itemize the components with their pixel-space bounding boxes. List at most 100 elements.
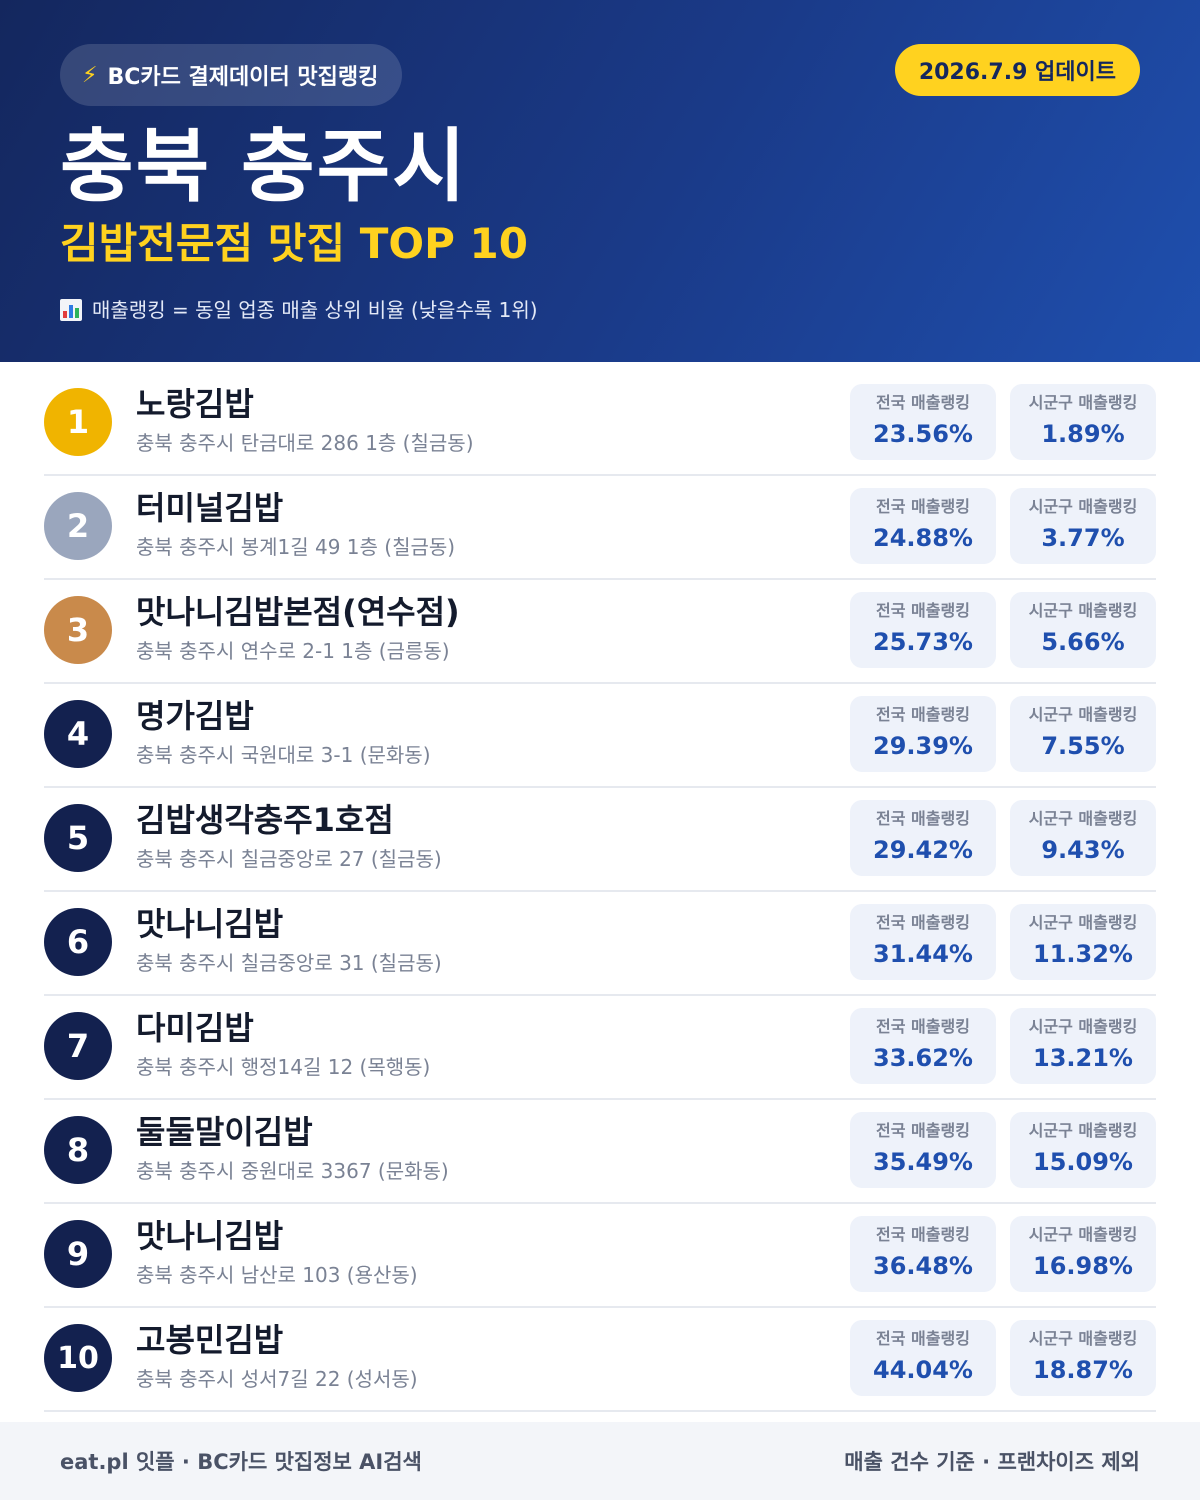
local-ranking-box: 시군구 매출랭킹 13.21% — [1010, 1008, 1156, 1084]
local-ranking-label: 시군구 매출랭킹 — [1028, 1225, 1138, 1244]
rank-badge: 9 — [44, 1220, 112, 1288]
list-item[interactable]: 10 고봉민김밥 충북 충주시 성서7길 22 (성서동) 전국 매출랭킹 44… — [44, 1308, 1156, 1412]
local-ranking-value: 15.09% — [1033, 1148, 1133, 1176]
restaurant-name[interactable]: 고봉민김밥 — [136, 1321, 284, 1359]
local-ranking-box: 시군구 매출랭킹 9.43% — [1010, 800, 1156, 876]
list-item[interactable]: 3 맛나니김밥본점(연수점) 충북 충주시 연수로 2-1 1층 (금릉동) 전… — [44, 580, 1156, 684]
national-ranking-box: 전국 매출랭킹 44.04% — [850, 1320, 996, 1396]
list-item[interactable]: 1 노랑김밥 충북 충주시 탄금대로 286 1층 (칠금동) 전국 매출랭킹 … — [44, 372, 1156, 476]
restaurant-address: 충북 충주시 성서7길 22 (성서동) — [136, 1367, 418, 1391]
national-ranking-label: 전국 매출랭킹 — [876, 809, 970, 828]
national-ranking-value: 29.42% — [873, 836, 973, 864]
national-ranking-value: 25.73% — [873, 628, 973, 656]
bar-chart-icon — [60, 299, 82, 321]
local-ranking-label: 시군구 매출랭킹 — [1028, 601, 1138, 620]
rank-badge: 7 — [44, 1012, 112, 1080]
national-ranking-value: 33.62% — [873, 1044, 973, 1072]
list-item[interactable]: 4 명가김밥 충북 충주시 국원대로 3-1 (문화동) 전국 매출랭킹 29.… — [44, 684, 1156, 788]
national-ranking-label: 전국 매출랭킹 — [876, 913, 970, 932]
local-ranking-label: 시군구 매출랭킹 — [1028, 809, 1138, 828]
local-ranking-label: 시군구 매출랭킹 — [1028, 1329, 1138, 1348]
national-ranking-label: 전국 매출랭킹 — [876, 1121, 970, 1140]
ranking-note-text: 매출랭킹 = 동일 업종 매출 상위 비율 (낮을수록 1위) — [92, 298, 538, 322]
footer: eat.pl 잇플 · BC카드 맛집정보 AI검색 매출 건수 기준 · 프랜… — [0, 1422, 1200, 1500]
rank-badge: 1 — [44, 388, 112, 456]
restaurant-address: 충북 충주시 남산로 103 (용산동) — [136, 1263, 418, 1287]
page-subtitle: 김밥전문점 맛집 TOP 10 — [60, 219, 528, 268]
footer-source: eat.pl 잇플 · BC카드 맛집정보 AI검색 — [60, 1450, 422, 1474]
restaurant-name[interactable]: 맛나니김밥 — [136, 905, 284, 943]
local-ranking-box: 시군구 매출랭킹 5.66% — [1010, 592, 1156, 668]
source-label: BC카드 결제데이터 맛집랭킹 — [107, 65, 379, 90]
restaurant-address: 충북 충주시 행정14길 12 (목행동) — [136, 1055, 431, 1079]
local-ranking-value: 9.43% — [1041, 836, 1125, 864]
national-ranking-label: 전국 매출랭킹 — [876, 393, 970, 412]
restaurant-name[interactable]: 김밥생각충주1호점 — [136, 801, 394, 839]
list-item[interactable]: 2 터미널김밥 충북 충주시 봉계1길 49 1층 (칠금동) 전국 매출랭킹 … — [44, 476, 1156, 580]
rank-badge: 3 — [44, 596, 112, 664]
rank-badge: 2 — [44, 492, 112, 560]
page-title: 충북 충주시 — [60, 120, 468, 213]
update-badge: 2026.7.9 업데이트 — [894, 44, 1140, 96]
footer-criteria: 매출 건수 기준 · 프랜차이즈 제외 — [844, 1450, 1140, 1474]
national-ranking-label: 전국 매출랭킹 — [876, 1329, 970, 1348]
local-ranking-label: 시군구 매출랭킹 — [1028, 393, 1138, 412]
local-ranking-label: 시군구 매출랭킹 — [1028, 1017, 1138, 1036]
national-ranking-box: 전국 매출랭킹 23.56% — [850, 384, 996, 460]
local-ranking-value: 11.32% — [1033, 940, 1133, 968]
national-ranking-value: 24.88% — [873, 524, 973, 552]
national-ranking-box: 전국 매출랭킹 29.42% — [850, 800, 996, 876]
local-ranking-label: 시군구 매출랭킹 — [1028, 913, 1138, 932]
restaurant-address: 충북 충주시 중원대로 3367 (문화동) — [136, 1159, 449, 1183]
local-ranking-box: 시군구 매출랭킹 7.55% — [1010, 696, 1156, 772]
ranking-list: 1 노랑김밥 충북 충주시 탄금대로 286 1층 (칠금동) 전국 매출랭킹 … — [44, 372, 1156, 1412]
local-ranking-value: 7.55% — [1041, 732, 1125, 760]
national-ranking-box: 전국 매출랭킹 29.39% — [850, 696, 996, 772]
national-ranking-value: 44.04% — [873, 1356, 973, 1384]
list-item[interactable]: 9 맛나니김밥 충북 충주시 남산로 103 (용산동) 전국 매출랭킹 36.… — [44, 1204, 1156, 1308]
national-ranking-label: 전국 매출랭킹 — [876, 1225, 970, 1244]
national-ranking-label: 전국 매출랭킹 — [876, 1017, 970, 1036]
restaurant-name[interactable]: 다미김밥 — [136, 1009, 254, 1047]
national-ranking-label: 전국 매출랭킹 — [876, 705, 970, 724]
rank-badge: 4 — [44, 700, 112, 768]
local-ranking-label: 시군구 매출랭킹 — [1028, 705, 1138, 724]
national-ranking-box: 전국 매출랭킹 33.62% — [850, 1008, 996, 1084]
lightning-icon: ⚡ — [82, 62, 98, 88]
restaurant-name[interactable]: 터미널김밥 — [136, 489, 284, 527]
national-ranking-label: 전국 매출랭킹 — [876, 601, 970, 620]
header: ⚡ BC카드 결제데이터 맛집랭킹 2026.7.9 업데이트 충북 충주시 김… — [0, 0, 1200, 362]
list-item[interactable]: 8 둘둘말이김밥 충북 충주시 중원대로 3367 (문화동) 전국 매출랭킹 … — [44, 1100, 1156, 1204]
local-ranking-value: 18.87% — [1033, 1356, 1133, 1384]
national-ranking-value: 31.44% — [873, 940, 973, 968]
restaurant-address: 충북 충주시 칠금중앙로 31 (칠금동) — [136, 951, 442, 975]
rank-badge: 8 — [44, 1116, 112, 1184]
list-item[interactable]: 6 맛나니김밥 충북 충주시 칠금중앙로 31 (칠금동) 전국 매출랭킹 31… — [44, 892, 1156, 996]
local-ranking-box: 시군구 매출랭킹 15.09% — [1010, 1112, 1156, 1188]
local-ranking-label: 시군구 매출랭킹 — [1028, 1121, 1138, 1140]
local-ranking-value: 5.66% — [1041, 628, 1125, 656]
local-ranking-value: 16.98% — [1033, 1252, 1133, 1280]
local-ranking-box: 시군구 매출랭킹 18.87% — [1010, 1320, 1156, 1396]
national-ranking-value: 36.48% — [873, 1252, 973, 1280]
list-item[interactable]: 7 다미김밥 충북 충주시 행정14길 12 (목행동) 전국 매출랭킹 33.… — [44, 996, 1156, 1100]
restaurant-address: 충북 충주시 국원대로 3-1 (문화동) — [136, 743, 431, 767]
local-ranking-box: 시군구 매출랭킹 11.32% — [1010, 904, 1156, 980]
restaurant-name[interactable]: 맛나니김밥 — [136, 1217, 284, 1255]
national-ranking-value: 23.56% — [873, 420, 973, 448]
national-ranking-box: 전국 매출랭킹 31.44% — [850, 904, 996, 980]
restaurant-address: 충북 충주시 연수로 2-1 1층 (금릉동) — [136, 639, 450, 663]
source-badge: ⚡ BC카드 결제데이터 맛집랭킹 — [60, 44, 403, 106]
local-ranking-value: 13.21% — [1033, 1044, 1133, 1072]
restaurant-name[interactable]: 명가김밥 — [136, 697, 254, 735]
restaurant-name[interactable]: 맛나니김밥본점(연수점) — [136, 593, 460, 631]
list-item[interactable]: 5 김밥생각충주1호점 충북 충주시 칠금중앙로 27 (칠금동) 전국 매출랭… — [44, 788, 1156, 892]
local-ranking-box: 시군구 매출랭킹 3.77% — [1010, 488, 1156, 564]
rank-badge: 10 — [44, 1324, 112, 1392]
restaurant-address: 충북 충주시 칠금중앙로 27 (칠금동) — [136, 847, 442, 871]
national-ranking-box: 전국 매출랭킹 36.48% — [850, 1216, 996, 1292]
restaurant-name[interactable]: 둘둘말이김밥 — [136, 1113, 313, 1151]
local-ranking-box: 시군구 매출랭킹 16.98% — [1010, 1216, 1156, 1292]
national-ranking-box: 전국 매출랭킹 35.49% — [850, 1112, 996, 1188]
restaurant-name[interactable]: 노랑김밥 — [136, 385, 254, 423]
